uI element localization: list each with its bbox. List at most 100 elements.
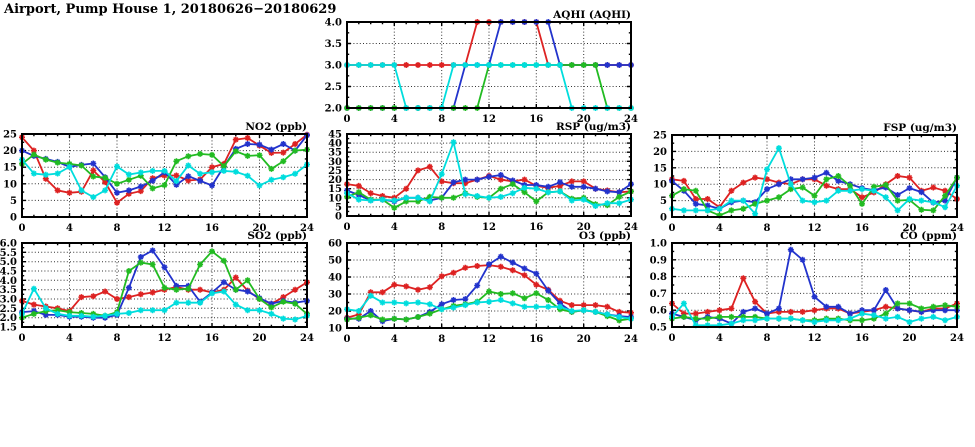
panel-title-rsp: RSP (ug/m3) <box>556 121 631 133</box>
y-tick-label: 35 <box>328 148 342 159</box>
y-tick-label: 20 <box>328 307 342 318</box>
x-tick-label: 16 <box>529 222 543 233</box>
x-tick-label: 24 <box>624 114 638 125</box>
x-tick-label: 4 <box>391 222 398 233</box>
y-tick-label: 40 <box>328 139 342 150</box>
x-tick-label: 20 <box>903 223 917 234</box>
plot-frame <box>21 242 308 328</box>
y-tick-label: 2.0 <box>325 104 342 115</box>
x-tick-label: 12 <box>158 333 172 344</box>
x-tick-label: 12 <box>808 223 822 234</box>
y-tick-label: 15 <box>3 163 17 174</box>
panel-title-co: CO (ppm) <box>900 230 957 242</box>
x-tick-label: 4 <box>391 334 398 345</box>
y-tick-label: 3.5 <box>325 39 342 50</box>
chart-panel-o3: 10 20 30 40 50 60 0 4 8 12 16 20 24 O3 (ppb) <box>328 230 638 345</box>
chart-panel-aqhi: 2.0 2.5 3.0 3.5 4.0 0 4 8 12 16 20 24 AQHI (AQHI) <box>325 9 638 125</box>
plot-frame <box>671 242 958 328</box>
x-tick-label: 20 <box>903 333 917 344</box>
x-tick-label: 0 <box>344 334 351 345</box>
x-tick-label: 0 <box>669 223 676 234</box>
x-tick-label: 16 <box>855 333 869 344</box>
x-tick-label: 20 <box>577 222 591 233</box>
x-tick-label: 16 <box>529 114 543 125</box>
x-tick-label: 4 <box>716 333 723 344</box>
x-tick-label: 12 <box>482 114 496 125</box>
y-tick-label: 3.5 <box>0 285 17 296</box>
y-tick-label: 60 <box>328 239 342 250</box>
y-tick-label: 5 <box>660 196 667 207</box>
y-tick-label: 20 <box>653 147 667 158</box>
grid-lines <box>347 243 631 328</box>
grid-lines <box>672 243 957 327</box>
panel-title-no2: NO2 (ppb) <box>245 121 307 133</box>
y-tick-label: 2.5 <box>325 82 342 93</box>
y-tick-label: 20 <box>3 146 17 157</box>
x-tick-label: 12 <box>158 223 172 234</box>
x-tick-label: 24 <box>950 223 964 234</box>
y-tick-label: 1.5 <box>0 323 17 334</box>
y-tick-label: 25 <box>328 166 342 177</box>
y-tick-label: 20 <box>328 175 342 186</box>
x-tick-label: 16 <box>529 334 543 345</box>
x-tick-label: 24 <box>300 223 314 234</box>
panel-title-aqhi: AQHI (AQHI) <box>552 9 631 21</box>
y-tick-label: 5 <box>335 202 342 213</box>
grid-lines <box>22 134 307 217</box>
y-tick-label: 3.0 <box>0 295 17 306</box>
x-tick-label: 8 <box>764 333 771 344</box>
panel-title-so2: SO2 (ppb) <box>247 230 307 242</box>
y-tick-label: 0.6 <box>650 306 667 317</box>
y-tick-label: 4.0 <box>325 18 342 29</box>
x-tick-label: 12 <box>808 333 822 344</box>
x-tick-label: 12 <box>482 222 496 233</box>
x-tick-label: 20 <box>577 334 591 345</box>
x-tick-label: 4 <box>66 333 73 344</box>
y-tick-label: 0 <box>335 212 342 223</box>
x-tick-label: 8 <box>438 114 445 125</box>
grid-lines <box>672 135 957 217</box>
y-tick-label: 25 <box>3 130 17 141</box>
x-tick-label: 8 <box>438 222 445 233</box>
y-tick-label: 25 <box>653 131 667 142</box>
x-tick-label: 0 <box>344 222 351 233</box>
y-tick-label: 1.0 <box>650 239 667 250</box>
chart-panel-no2: 0 5 10 15 20 25 0 4 8 12 16 20 24 NO2 (ppb) <box>3 121 314 234</box>
chart-panel-fsp: 0 5 10 15 20 25 0 4 8 12 16 20 24 FSP (ug/m3) <box>653 122 964 234</box>
chart-panel-co: 0.5 0.6 0.7 0.8 0.9 1.0 0 4 8 12 16 20 24 CO (ppm) <box>650 230 964 344</box>
x-tick-label: 16 <box>205 223 219 234</box>
y-tick-label: 2.5 <box>0 304 17 315</box>
x-tick-label: 0 <box>344 114 351 125</box>
y-tick-label: 10 <box>653 180 667 191</box>
chart-panel-so2: 1.52.02.53.03.54.04.55.05.56.0 0 4 8 12 16 20 2… <box>0 230 314 344</box>
x-tick-label: 12 <box>482 334 496 345</box>
x-tick-label: 0 <box>19 333 26 344</box>
y-tick-label: 0.9 <box>650 255 667 266</box>
x-tick-label: 8 <box>114 333 121 344</box>
x-tick-label: 4 <box>391 114 398 125</box>
y-tick-label: 50 <box>328 256 342 267</box>
x-tick-label: 24 <box>624 222 638 233</box>
plot-frame <box>346 21 632 109</box>
x-tick-label: 16 <box>205 333 219 344</box>
plot-frame <box>671 134 958 218</box>
x-tick-label: 4 <box>66 223 73 234</box>
x-tick-label: 20 <box>253 223 267 234</box>
y-tick-label: 0 <box>660 213 667 224</box>
panel-title-fsp: FSP (ug/m3) <box>883 122 957 134</box>
y-tick-label: 6.0 <box>0 239 17 250</box>
y-tick-label: 5.5 <box>0 248 17 259</box>
x-tick-label: 24 <box>950 333 964 344</box>
x-tick-label: 8 <box>438 334 445 345</box>
x-tick-label: 20 <box>577 114 591 125</box>
y-tick-label: 0.8 <box>650 272 667 283</box>
y-tick-label: 10 <box>328 193 342 204</box>
x-tick-label: 16 <box>855 223 869 234</box>
y-tick-label: 40 <box>328 273 342 284</box>
y-tick-label: 5 <box>10 196 17 207</box>
y-tick-label: 45 <box>328 130 342 141</box>
x-tick-label: 0 <box>669 333 676 344</box>
